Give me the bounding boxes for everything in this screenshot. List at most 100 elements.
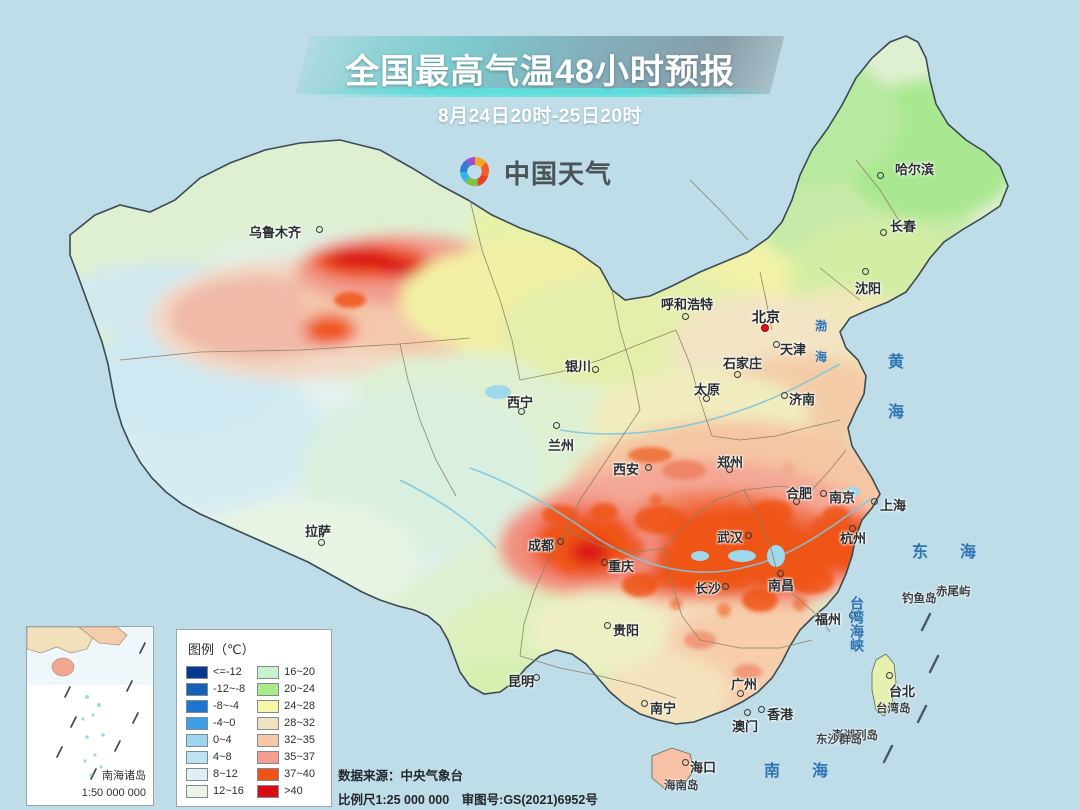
- city-marker-icon: [682, 759, 689, 766]
- legend-column-warm: 16~20 20~24 24~28 28~32 32~35 35~37 37~40 >40: [257, 665, 315, 798]
- city-marker-icon: [682, 313, 689, 320]
- legend-range-label: >40: [284, 785, 303, 797]
- legend-range-label: 37~40: [284, 768, 316, 780]
- legend-entry: 16~20: [257, 665, 315, 679]
- city-marker-icon: [781, 392, 788, 399]
- legend-color-swatch: [257, 665, 280, 679]
- legend-entry: 0~4: [186, 733, 245, 747]
- city-marker-icon: [880, 229, 887, 236]
- city-marker-icon: [533, 674, 540, 681]
- south-china-sea-inset: 南海诸岛 1:50 000 000: [26, 626, 154, 806]
- legend-range-label: 12~16: [213, 785, 244, 797]
- legend-color-swatch: [186, 716, 208, 730]
- city-marker-icon: [722, 583, 729, 590]
- city-marker-icon: [318, 539, 325, 546]
- legend-range-label: 8~12: [213, 768, 238, 780]
- city-marker-icon: [553, 422, 560, 429]
- city-marker-icon: [758, 706, 765, 713]
- legend-range-label: 32~35: [284, 734, 316, 746]
- city-marker-icon: [877, 172, 884, 179]
- legend-entry: -12~-8: [186, 682, 245, 696]
- legend-range-label: 0~4: [213, 734, 232, 746]
- city-marker-icon: [871, 498, 878, 505]
- legend-entry: 28~32: [257, 716, 315, 730]
- city-marker-icon: [316, 226, 323, 233]
- legend-entry: -4~0: [186, 716, 245, 730]
- legend-range-label: <=-12: [213, 666, 242, 678]
- map-scale-text: 比例尺1:25 000 000 审图号:GS(2021)6952号: [338, 793, 598, 807]
- city-marker-icon: [601, 559, 608, 566]
- city-marker-icon: [793, 498, 800, 505]
- city-marker-icon: [849, 525, 856, 532]
- city-marker-icon: [557, 538, 564, 545]
- legend-entry: >40: [257, 784, 315, 798]
- legend-color-swatch: [186, 682, 208, 696]
- legend-entry: 37~40: [257, 767, 315, 781]
- legend-entry: 4~8: [186, 750, 245, 764]
- legend-color-swatch: [257, 682, 280, 696]
- city-marker-icon: [703, 395, 710, 402]
- legend-color-swatch: [186, 665, 208, 679]
- city-marker-icon: [518, 408, 525, 415]
- city-marker-icon: [862, 268, 869, 275]
- city-marker-icon: [744, 709, 751, 716]
- legend-panel: 图例（℃） <=-12 -12~-8 -8~-4 -4~0 0~4 4~8 8~12 12~1…: [176, 629, 332, 807]
- legend-range-label: 28~32: [284, 717, 316, 729]
- capital-city-marker-icon: [761, 324, 769, 332]
- legend-title: 图例（℃）: [188, 642, 255, 657]
- city-marker-icon: [820, 490, 827, 497]
- weather-swirl-logo-icon: [460, 157, 489, 187]
- city-marker-icon: [745, 532, 752, 539]
- legend-range-label: -12~-8: [213, 683, 246, 695]
- legend-entry: -8~-4: [186, 699, 245, 713]
- city-marker-icon: [726, 466, 733, 473]
- legend-color-swatch: [257, 733, 280, 747]
- city-marker-icon: [777, 570, 784, 577]
- city-marker-icon: [604, 622, 611, 629]
- city-marker-icon: [886, 672, 893, 679]
- legend-entry: 32~35: [257, 733, 315, 747]
- city-marker-icon: [645, 464, 652, 471]
- legend-color-swatch: [257, 767, 280, 781]
- legend-range-label: 24~28: [284, 700, 316, 712]
- brand-logo-text: 中国天气: [504, 158, 613, 189]
- legend-range-label: -8~-4: [213, 700, 239, 712]
- legend-range-label: 20~24: [284, 683, 316, 695]
- legend-range-label: 16~20: [284, 666, 316, 678]
- legend-range-label: 4~8: [213, 751, 232, 763]
- legend-entry: 35~37: [257, 750, 315, 764]
- city-marker-icon: [641, 700, 648, 707]
- city-marker-icon: [734, 371, 741, 378]
- legend-entry: <=-12: [186, 665, 245, 679]
- inset-map-scale: 1:50 000 000: [81, 787, 146, 799]
- city-marker-icon: [592, 366, 599, 373]
- footer-credits: 数据来源：中央气象台 比例尺1:25 000 000 审图号:GS(2021)6…: [338, 765, 598, 808]
- legend-column-cold: <=-12 -12~-8 -8~-4 -4~0 0~4 4~8 8~12 12~16: [186, 665, 245, 798]
- legend-entry: 24~28: [257, 699, 315, 713]
- inset-map-name: 南海诸岛: [102, 770, 146, 782]
- city-marker-icon: [849, 612, 856, 619]
- city-marker-icon: [773, 341, 780, 348]
- legend-color-swatch: [257, 750, 280, 764]
- inset-map-graphic: [27, 627, 153, 805]
- legend-range-label: -4~0: [213, 717, 236, 729]
- legend-range-label: 35~37: [284, 751, 316, 763]
- forecast-period-subtitle: 8月24日20时-25日20时: [438, 106, 642, 127]
- legend-color-swatch: [186, 767, 208, 781]
- page-title: 全国最高气温48小时预报: [345, 53, 735, 91]
- legend-color-swatch: [186, 750, 208, 764]
- brand-logo: 中国天气: [455, 152, 612, 192]
- legend-color-swatch: [186, 784, 208, 798]
- legend-entry: 12~16: [186, 784, 245, 798]
- legend-color-swatch: [257, 716, 280, 730]
- data-source-text: 数据来源：中央气象台: [338, 769, 464, 783]
- legend-color-swatch: [257, 784, 280, 798]
- legend-entry: 8~12: [186, 767, 245, 781]
- legend-color-swatch: [186, 733, 208, 747]
- city-marker-icon: [737, 690, 744, 697]
- legend-color-swatch: [186, 699, 208, 713]
- legend-entry: 20~24: [257, 682, 315, 696]
- legend-color-swatch: [257, 699, 280, 713]
